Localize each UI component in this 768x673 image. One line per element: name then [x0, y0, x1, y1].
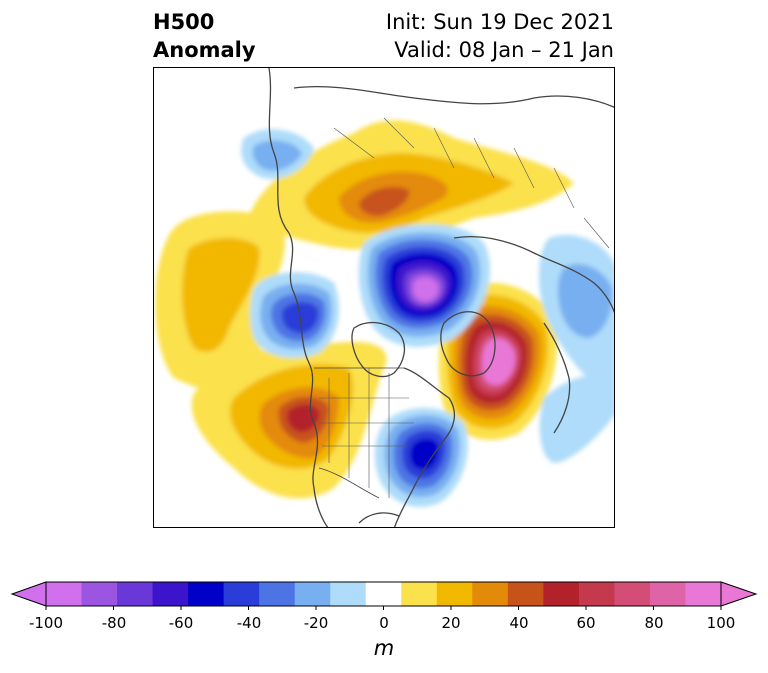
colorbar-bin: [614, 582, 651, 606]
colorbar-bin: [543, 582, 580, 606]
negative-anomaly-siberia-core: [558, 264, 613, 338]
colorbar-tick-label: 0: [379, 614, 389, 632]
colorbar-tick-label: -40: [236, 614, 262, 632]
title-type: Anomaly: [153, 38, 256, 62]
colorbar-tick-label: 80: [644, 614, 664, 632]
negative-anomaly-east-us-core: [410, 438, 439, 470]
colorbar-tick-label: -100: [28, 614, 64, 632]
colorbar-bin: [152, 582, 189, 606]
coastline-greenland: [440, 311, 496, 377]
colorbar-extend-low: [10, 581, 47, 607]
colorbar-unit: m: [373, 636, 395, 660]
colorbar-bin: [188, 582, 225, 606]
colorbar-bin: [259, 582, 296, 606]
colorbar-tick-label: 60: [576, 614, 596, 632]
coastline-hudson-bay: [351, 321, 406, 378]
colorbar-bin: [81, 582, 118, 606]
colorbar-tick-label: 100: [706, 614, 736, 632]
colorbar-bin: [294, 582, 331, 606]
title-left: H500 Anomaly: [153, 8, 256, 64]
colorbar-bin: [578, 582, 616, 606]
map-canvas: [155, 68, 614, 527]
negative-anomaly-arctic-peak: [412, 277, 439, 302]
colorbar-tick-label: 20: [441, 614, 461, 632]
valid-range: Valid: 08 Jan – 21 Jan: [394, 38, 614, 62]
colorbar-tick-label: -60: [168, 614, 194, 632]
negative-anomaly-south-atlantic: [539, 374, 614, 463]
colorbar-bin: [472, 582, 509, 606]
colorbar-bin: [436, 582, 473, 606]
coastline-north-america: [268, 68, 329, 527]
title-variable: H500: [153, 10, 215, 34]
border-us-mexico: [318, 467, 380, 499]
anomaly-map: [153, 67, 615, 528]
positive-anomaly-eurasia-peak: [359, 186, 410, 216]
anomaly-contours: [155, 120, 614, 507]
coastline-east-na: [394, 367, 456, 527]
init-date: Init: Sun 19 Dec 2021: [385, 10, 614, 34]
colorbar-tick-label: -80: [101, 614, 127, 632]
positive-anomaly-pacific-core: [182, 237, 260, 352]
colorbar-bin: [223, 582, 260, 606]
colorbar-bin: [330, 582, 367, 606]
positive-anomaly-atlantic-peak: [482, 338, 516, 386]
coastline-eurasia: [293, 86, 614, 108]
coastline-caribbean: [358, 512, 400, 524]
colorbar-bin: [365, 582, 402, 606]
state-borders: [319, 368, 414, 498]
colorbar-bin: [117, 582, 154, 606]
colorbar-extend-high: [720, 581, 758, 607]
map-boundaries: [268, 68, 614, 527]
negative-anomaly-ne-pacific-core: [252, 140, 302, 171]
borders-eurasia: [333, 117, 610, 249]
colorbar-bin: [401, 582, 438, 606]
colorbar-tick-label: 40: [509, 614, 529, 632]
positive-anomaly-west-na-peak: [287, 404, 320, 433]
colorbar-bin: [46, 582, 83, 606]
colorbar-bin: [649, 582, 687, 606]
colorbar-bin: [685, 582, 722, 606]
colorbar-tick-label: -20: [303, 614, 329, 632]
coastline-siberia: [453, 236, 614, 314]
title-right: Init: Sun 19 Dec 2021 Valid: 08 Jan – 21…: [386, 8, 614, 64]
colorbar-bin: [507, 582, 544, 606]
colorbar: [10, 581, 758, 610]
coastline-scandinavia: [543, 322, 571, 434]
